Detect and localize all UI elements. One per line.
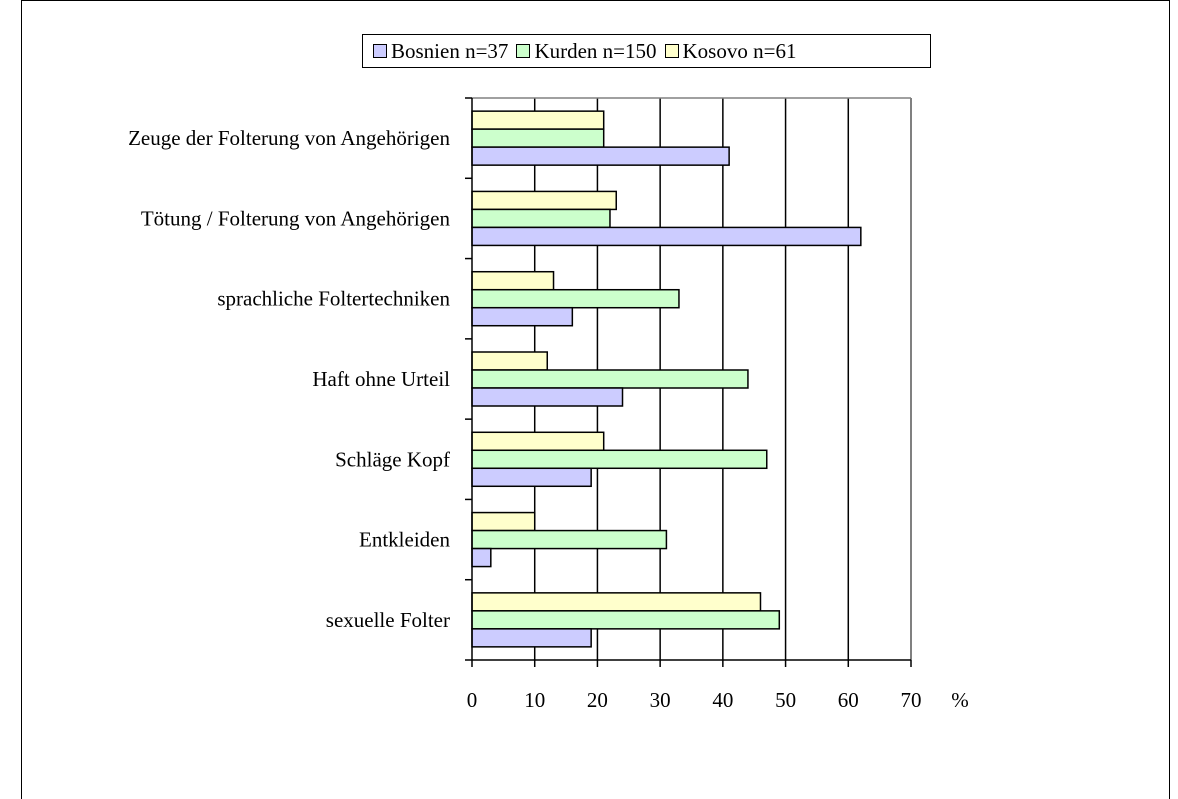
labels: Zeuge der Folterung von Angehörigen Tötun… — [128, 126, 969, 712]
chart-legend: Bosnien n=37 Kurden n=150 Kosovo n=61 — [362, 34, 931, 68]
bar-bosnien — [471, 628, 592, 648]
legend-swatch-kosovo — [664, 44, 679, 58]
category-label: Zeuge der Folterung von Angehörigen — [128, 126, 450, 150]
bar-bosnien — [471, 387, 624, 407]
x-tick-label: 60 — [838, 688, 859, 712]
category-label: sprachliche Foltertechniken — [217, 287, 450, 311]
bars — [471, 110, 862, 648]
legend-entry-kurden: Kurden n=150 — [516, 38, 657, 64]
legend-entry-kosovo: Kosovo n=61 — [664, 38, 797, 64]
legend-swatch-bosnien — [373, 44, 387, 58]
x-tick-label: 10 — [524, 688, 545, 712]
bar-kosovo — [471, 592, 762, 612]
bar-kurden — [471, 208, 611, 229]
category-label: Haft ohne Urteil — [312, 367, 450, 391]
bar-kurden — [471, 529, 668, 550]
chart-frame — [21, 0, 1170, 799]
x-tick-label: 70 — [901, 688, 922, 712]
legend-label-kosovo: Kosovo n=61 — [682, 38, 797, 63]
bar-kurden — [471, 128, 605, 148]
legend-label-kurden: Kurden n=150 — [534, 38, 657, 63]
x-tick-label: 30 — [650, 688, 671, 712]
bar-kosovo — [471, 110, 605, 130]
x-tick-label: 0 — [467, 688, 478, 712]
legend-label-bosnien: Bosnien n=37 — [391, 38, 509, 63]
bar-bosnien — [471, 226, 862, 247]
bar-kurden — [471, 610, 781, 630]
bar-kurden — [471, 288, 680, 309]
axes — [465, 97, 912, 667]
category-label: Entkleiden — [359, 528, 450, 552]
bar-kosovo — [471, 190, 617, 211]
bar-kosovo — [471, 431, 605, 452]
x-tick-label: 40 — [712, 688, 733, 712]
category-label: Tötung / Folterung von Angehörigen — [141, 206, 451, 230]
bar-bosnien — [471, 146, 730, 166]
bar-kosovo — [471, 351, 549, 371]
bar-kurden — [471, 449, 768, 470]
bar-bosnien — [471, 467, 592, 488]
legend-swatch-kurden — [516, 44, 531, 58]
legend-entry-bosnien: Bosnien n=37 — [373, 39, 508, 64]
bar-kosovo — [471, 270, 555, 291]
bar-kurden — [471, 369, 749, 389]
category-label: Schläge Kopf — [335, 447, 450, 471]
x-tick-label: 20 — [587, 688, 608, 712]
x-unit-label: % — [951, 688, 969, 712]
bar-kosovo — [471, 511, 536, 532]
bar-bosnien — [471, 547, 492, 568]
category-label: sexuelle Folter — [326, 608, 450, 632]
x-tick-label: 50 — [775, 688, 796, 712]
bar-bosnien — [471, 306, 574, 327]
